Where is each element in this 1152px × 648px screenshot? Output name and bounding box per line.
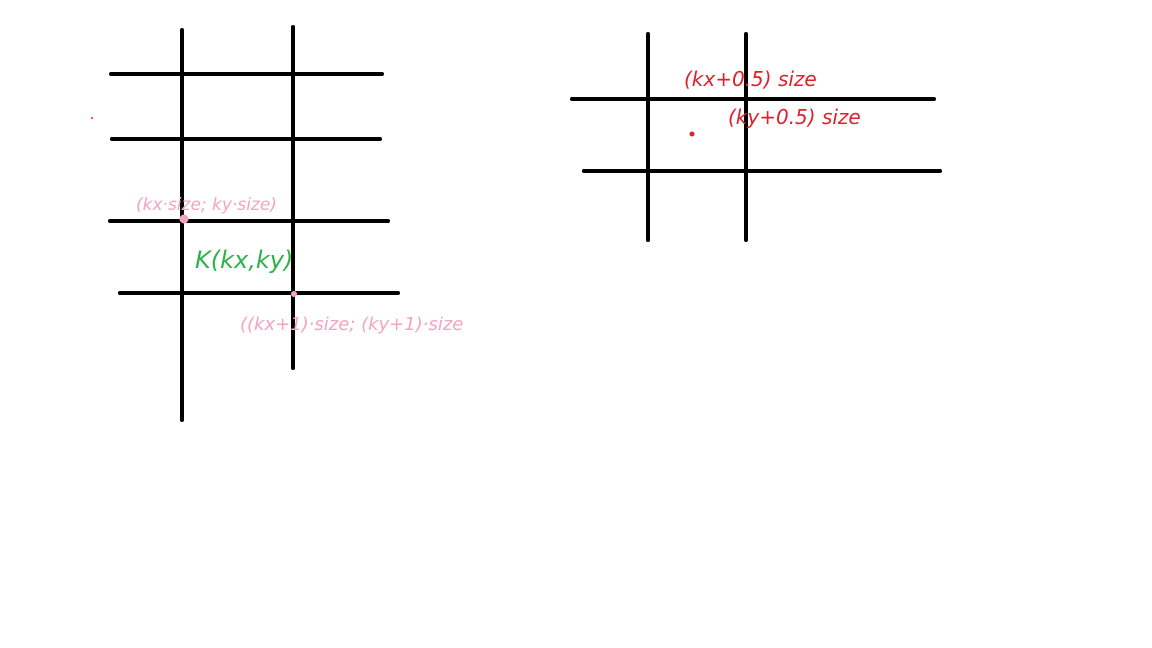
top-left-corner-point bbox=[179, 214, 189, 224]
corner-top-left-label: (kx·size; ky·size) bbox=[136, 195, 277, 215]
right-grid bbox=[570, 32, 942, 242]
cell-center-point bbox=[689, 131, 695, 137]
stray-dot bbox=[91, 117, 93, 119]
cell-label: K(kx,ky) bbox=[195, 246, 293, 274]
center-y-label: (ky+0.5) size bbox=[728, 105, 861, 129]
center-x-label: (kx+0.5) size bbox=[684, 67, 817, 91]
bottom-right-corner-point bbox=[291, 291, 297, 297]
corner-bottom-right-label: ((kx+1)·size; (ky+1)·size bbox=[240, 314, 463, 335]
left-grid bbox=[108, 25, 400, 422]
